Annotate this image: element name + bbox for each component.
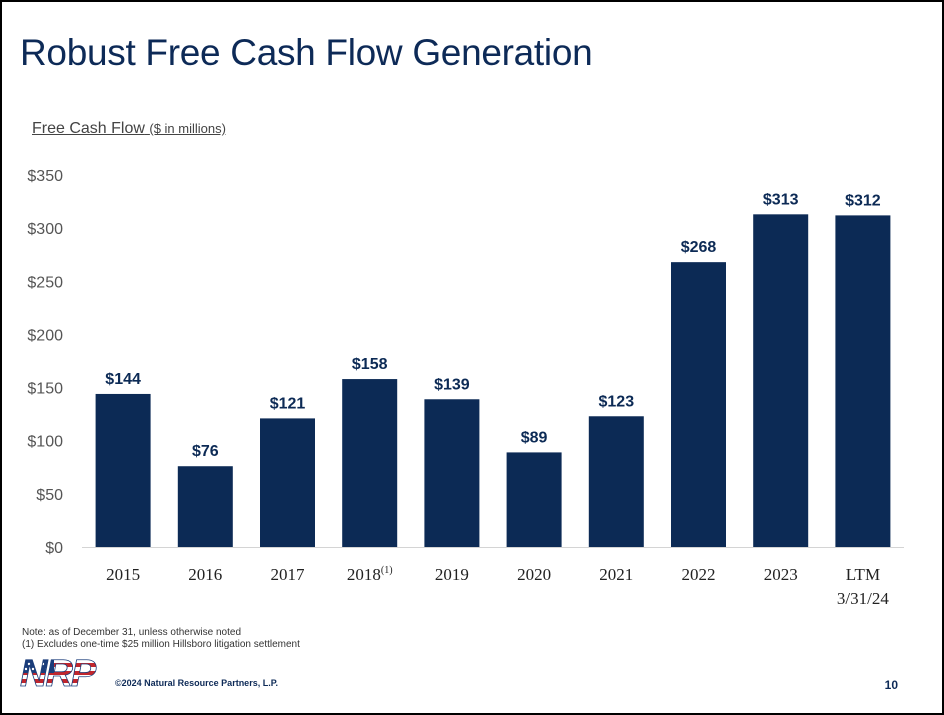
y-tick-label: $0: [45, 540, 63, 557]
y-tick-label: $200: [27, 327, 63, 344]
page-number: 10: [884, 678, 898, 692]
x-tick-label: 2022: [682, 565, 716, 584]
bar: [588, 416, 644, 547]
data-label: $89: [521, 429, 548, 446]
bar: [342, 379, 398, 547]
y-tick-label: $300: [27, 221, 63, 238]
note-line-2: (1) Excludes one-time $25 million Hillsb…: [22, 639, 300, 650]
x-tick-label: 2015: [106, 565, 140, 584]
x-tick-label: 2016: [188, 565, 222, 584]
x-tick-label: 2020: [517, 565, 551, 584]
subtitle-unit: ($ in millions): [149, 121, 226, 136]
data-label: $268: [681, 239, 717, 256]
logo-text: NRP: [20, 653, 97, 689]
y-tick-label: $50: [36, 487, 63, 504]
bar-chart: $0 $50 $100 $150 $200 $250 $300 $350 $144 2015 $76…: [27, 168, 904, 608]
note-line-1: Note: as of December 31, unless otherwis…: [22, 627, 242, 638]
nrp-logo: NRP NRP: [20, 653, 99, 689]
data-label: $139: [434, 376, 470, 393]
copyright: ©2024 Natural Resource Partners, L.P.: [115, 678, 279, 688]
x-tick-label: LTM: [846, 565, 880, 584]
x-tick-label: 2023: [764, 565, 798, 584]
data-label: $158: [352, 356, 388, 373]
data-label: $312: [845, 192, 881, 209]
slide-title: Robust Free Cash Flow Generation: [20, 32, 593, 73]
data-label: $313: [763, 191, 799, 208]
bar: [506, 452, 562, 547]
bar: [177, 466, 233, 547]
bar: [95, 393, 151, 547]
bar: [424, 399, 480, 547]
bar: [260, 418, 315, 547]
x-tick-label: 2019: [435, 565, 469, 584]
y-tick-label: $150: [27, 381, 63, 398]
data-label: $76: [192, 443, 219, 460]
subtitle-label: Free Cash Flow: [32, 120, 145, 137]
x-tick-label: 3/31/24: [837, 589, 889, 608]
x-tick-label: 2018(1): [347, 565, 393, 584]
chart-subtitle: Free Cash Flow ($ in millions): [32, 120, 226, 138]
footnote: Note: as of December 31, unless otherwis…: [22, 627, 300, 651]
bar: [835, 215, 891, 548]
x-tick-label: 2021: [599, 565, 633, 584]
y-tick-label: $100: [27, 434, 63, 451]
x-tick-label: 2017: [271, 565, 306, 584]
data-label: $144: [105, 371, 141, 388]
bar: [753, 214, 809, 547]
data-label: $121: [270, 395, 306, 412]
y-tick-label: $250: [27, 274, 63, 291]
data-label: $123: [599, 393, 635, 410]
y-tick-label: $350: [27, 168, 63, 185]
bar: [671, 262, 726, 547]
